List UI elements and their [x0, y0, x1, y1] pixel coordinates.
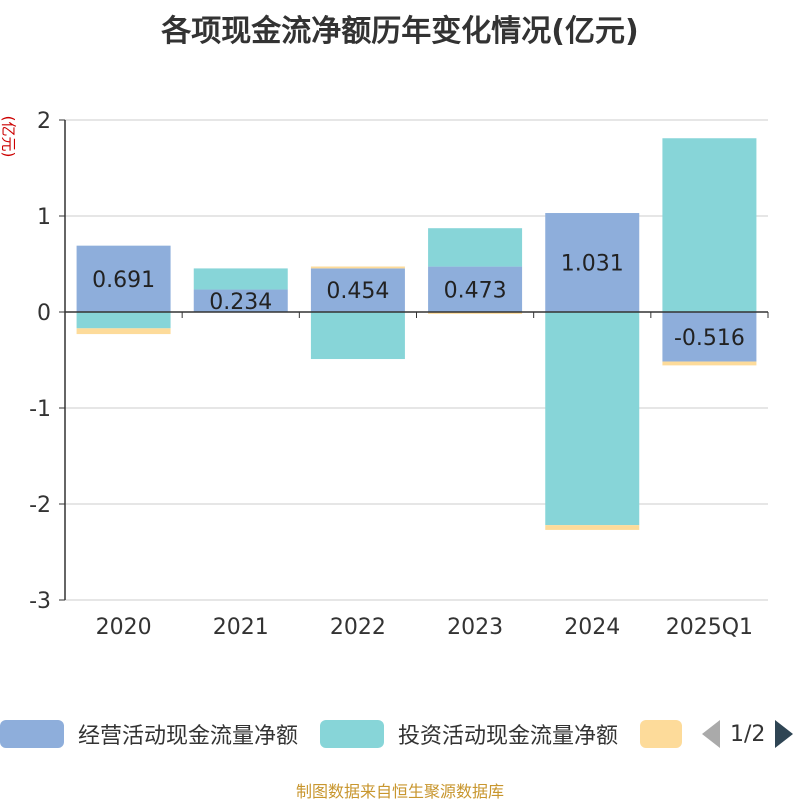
legend-item-third[interactable] [640, 714, 682, 754]
legend-label-investing: 投资活动现金流量净额 [398, 724, 619, 749]
data-label: 0.234 [209, 290, 272, 315]
chart-svg: 2 1 0 -1 -2 -3 2020 2021 2022 2023 2024 2025Q1 0.691… [29, 109, 769, 640]
y-tick-label: -3 [29, 589, 51, 614]
bar-operating-2021 [193, 289, 288, 312]
bar-operating-2024 [545, 213, 640, 312]
data-label: 1.031 [561, 252, 624, 277]
data-label: -0.516 [674, 326, 745, 351]
bar-third-2025Q1 [662, 361, 757, 366]
bar-third-2023 [428, 312, 523, 314]
legend-page-indicator: 1/2 [730, 721, 766, 747]
x-category-label: 2022 [330, 615, 386, 640]
chart-title: 各项现金流净额历年变化情况(亿元) [161, 14, 639, 49]
legend-swatch-investing [320, 720, 384, 748]
y-tick-label: -2 [29, 493, 51, 518]
y-tick-label: 0 [37, 301, 51, 326]
data-label: 0.473 [444, 278, 507, 303]
x-category-label: 2024 [564, 615, 620, 640]
bar-operating-2023 [428, 266, 523, 312]
legend-prev-page-icon[interactable] [702, 720, 720, 748]
bar-operating-2020 [76, 245, 171, 312]
y-tick-label: 2 [37, 109, 51, 134]
bar-third-2020 [76, 328, 171, 335]
x-category-label: 2020 [96, 615, 152, 640]
bar-operating-2025Q1 [662, 312, 757, 362]
y-tick-label: -1 [29, 397, 51, 422]
y-tick-label: 1 [37, 205, 51, 230]
legend-item-operating[interactable]: 经营活动现金流量净额 [0, 714, 298, 754]
x-category-label: 2025Q1 [666, 615, 753, 640]
legend-swatch-third [640, 720, 682, 748]
x-category-label: 2023 [447, 615, 503, 640]
legend-next-page-icon[interactable] [775, 720, 794, 748]
legend-swatch-operating [0, 720, 64, 748]
data-label: 0.691 [92, 268, 155, 293]
x-category-label: 2021 [213, 615, 269, 640]
bar-third-2022 [310, 266, 405, 269]
legend-item-investing[interactable]: 投资活动现金流量净额 [320, 714, 618, 754]
bar-investing-2023 [428, 228, 523, 267]
bar-investing-2022 [310, 312, 405, 360]
bar-investing-2021 [193, 268, 288, 290]
bar-operating-2022 [310, 268, 405, 312]
data-label: 0.454 [326, 279, 389, 304]
bar-investing-2020 [76, 312, 171, 329]
legend-pager: 1/2 [702, 714, 794, 754]
bar-investing-2024 [545, 312, 640, 526]
data-source-footer: 制图数据来自恒生聚源数据库 [295, 782, 504, 801]
legend: 经营活动现金流量净额 投资活动现金流量净额 1/2 [0, 714, 800, 754]
bar-third-2024 [545, 525, 640, 530]
legend-label-operating: 经营活动现金流量净额 [78, 724, 299, 749]
bar-investing-2025Q1 [662, 138, 757, 312]
